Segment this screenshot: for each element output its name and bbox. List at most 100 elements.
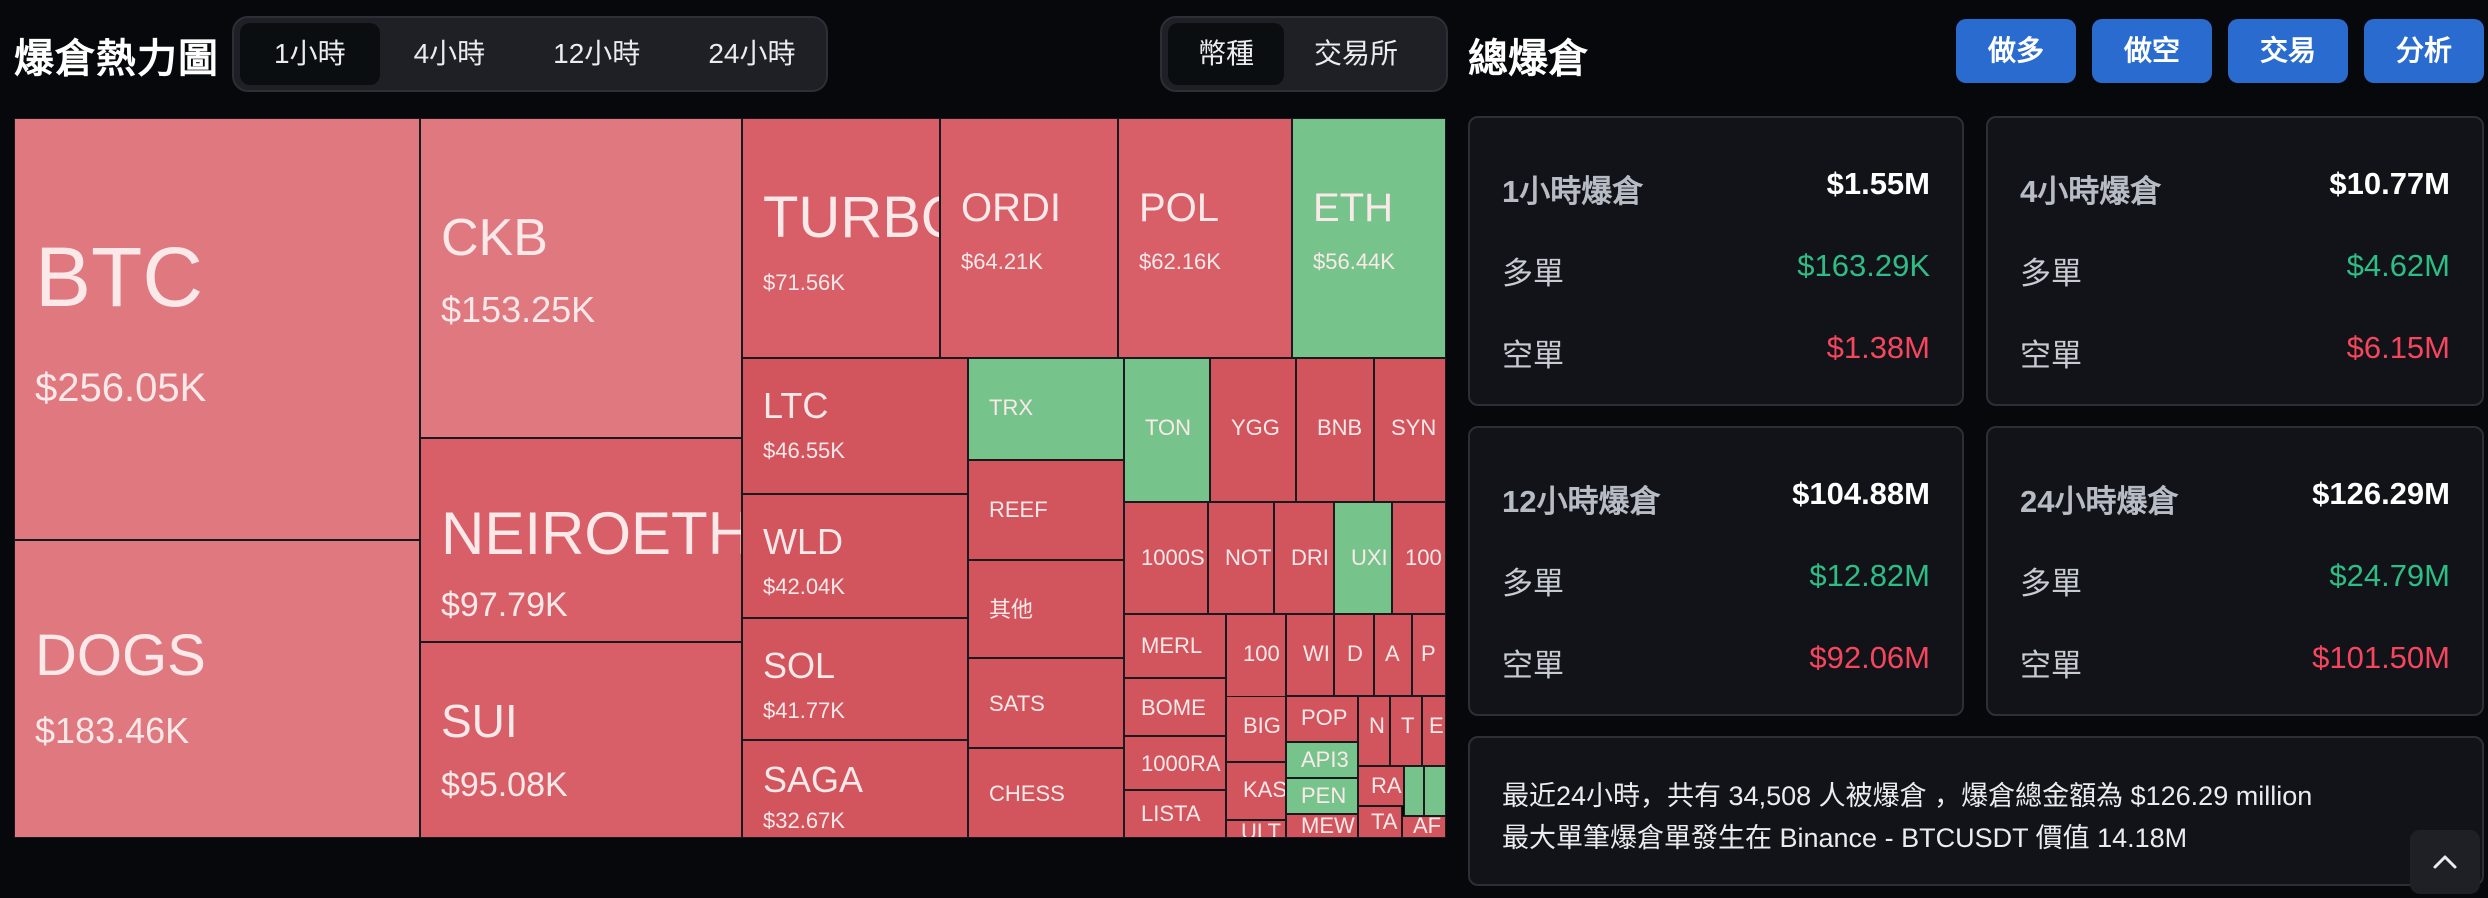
tile-symbol: CHESS: [989, 781, 1065, 806]
heatmap-tile[interactable]: E: [1422, 696, 1446, 766]
heatmap-tile[interactable]: BOME: [1124, 678, 1226, 736]
heatmap-tile[interactable]: ORDI $64.21K: [940, 118, 1118, 358]
trade-button[interactable]: 交易: [2228, 19, 2348, 83]
tab-coin[interactable]: 幣種: [1168, 23, 1285, 85]
tile-symbol: TRX: [989, 395, 1033, 420]
tile-symbol: BNB: [1317, 415, 1363, 440]
tab-24h[interactable]: 24小時: [708, 38, 796, 69]
short-amount: $92.06M: [1809, 640, 1930, 675]
heatmap-tile[interactable]: API3: [1286, 742, 1358, 778]
long-amount: $24.79M: [2329, 558, 2450, 593]
short-button[interactable]: 做空: [2092, 19, 2212, 83]
heatmap-tile[interactable]: D: [1334, 614, 1374, 696]
long-amount: $163.29K: [1797, 248, 1930, 283]
tile-amount: $71.56K: [763, 269, 845, 295]
heatmap-tile[interactable]: NOT: [1208, 502, 1274, 614]
heatmap-tile[interactable]: 100: [1392, 502, 1446, 614]
tab-4h[interactable]: 4小時: [413, 38, 486, 69]
stats-total: $126.29M: [2312, 476, 2450, 511]
heatmap-tile[interactable]: SATS: [968, 658, 1124, 748]
heatmap-tile[interactable]: AF: [1402, 816, 1446, 838]
analysis-button[interactable]: 分析: [2364, 19, 2484, 83]
tab-1h[interactable]: 1小時: [240, 23, 380, 85]
heatmap-tile[interactable]: WI: [1286, 614, 1334, 696]
tile-symbol: SYN: [1391, 415, 1437, 440]
liquidation-heatmap: BTC $256.05K DOGS $183.46K CKB $153.25K NEIROE…: [14, 118, 1446, 838]
short-label: 空單: [1502, 338, 1564, 373]
heatmap-tile[interactable]: CKB $153.25K: [420, 118, 742, 438]
tile-symbol: KAS: [1243, 777, 1286, 802]
heatmap-tile[interactable]: SUI $95.08K: [420, 642, 742, 838]
heatmap-tile[interactable]: P: [1412, 614, 1446, 696]
tile-symbol: T: [1401, 713, 1415, 738]
tile-symbol: RA: [1371, 773, 1402, 798]
heatmap-tile[interactable]: TRX: [968, 358, 1124, 460]
heatmap-tile[interactable]: LISTA: [1124, 790, 1226, 838]
heatmap-tile[interactable]: POL $62.16K: [1118, 118, 1292, 358]
heatmap-tile[interactable]: REEF: [968, 460, 1124, 560]
tile-symbol: LTC: [763, 385, 829, 426]
short-amount: $101.50M: [2312, 640, 2450, 675]
tile-amount: $97.79K: [441, 586, 568, 624]
heatmap-tile[interactable]: POP: [1286, 696, 1358, 742]
heatmap-tile[interactable]: SOL $41.77K: [742, 618, 968, 740]
heatmap-tile[interactable]: LTC $46.55K: [742, 358, 968, 494]
heatmap-tile[interactable]: UXI: [1334, 502, 1392, 614]
long-button[interactable]: 做多: [1956, 19, 2076, 83]
heatmap-tile[interactable]: BNB: [1296, 358, 1374, 502]
heatmap-tile[interactable]: 1000S: [1124, 502, 1208, 614]
heatmap-tile[interactable]: 其他: [968, 560, 1124, 658]
heatmap-tile[interactable]: MERL: [1124, 614, 1226, 678]
heatmap-tile[interactable]: NEIROETH $97.79K: [420, 438, 742, 642]
tile-symbol: ETH: [1313, 186, 1393, 230]
heatmap-tile[interactable]: RA: [1358, 766, 1404, 806]
heatmap-tile[interactable]: [1404, 766, 1424, 816]
heatmap-tile[interactable]: 1000RA: [1124, 736, 1226, 790]
tile-symbol: UXI: [1351, 545, 1388, 570]
heatmap-tile[interactable]: ETH $56.44K: [1292, 118, 1446, 358]
heatmap-tile[interactable]: BTC $256.05K: [14, 118, 420, 540]
tab-exchange[interactable]: 交易所: [1314, 38, 1399, 69]
scroll-top-button[interactable]: [2410, 830, 2480, 894]
heatmap-tile[interactable]: TON: [1124, 358, 1210, 502]
tile-symbol: ULT: [1241, 820, 1281, 838]
heatmap-tile[interactable]: YGG: [1210, 358, 1296, 502]
heatmap-tile[interactable]: TA: [1358, 806, 1402, 838]
tile-symbol: 其他: [989, 597, 1034, 622]
time-range-selector: 1小時 4小時 12小時 24小時: [232, 16, 828, 92]
tab-12h[interactable]: 12小時: [553, 38, 641, 69]
tile-symbol: PEN: [1301, 783, 1347, 808]
heatmap-tile[interactable]: T: [1390, 696, 1422, 766]
tile-symbol: P: [1421, 641, 1436, 666]
heatmap-tile[interactable]: N: [1358, 696, 1390, 766]
tile-symbol: BTC: [35, 230, 203, 324]
heatmap-tile[interactable]: WLD $42.04K: [742, 494, 968, 618]
page-title: 爆倉熱力圖: [14, 37, 219, 81]
tile-symbol: BOME: [1141, 695, 1206, 720]
tile-symbol: SUI: [441, 695, 518, 747]
heatmap-tile[interactable]: SYN: [1374, 358, 1446, 502]
short-label: 空單: [2020, 648, 2082, 683]
heatmap-tile[interactable]: PEN: [1286, 778, 1358, 814]
heatmap-tile[interactable]: TURBO $71.56K: [742, 118, 940, 358]
heatmap-tile[interactable]: ULT: [1226, 820, 1286, 838]
heatmap-tile[interactable]: A: [1374, 614, 1412, 696]
long-label: 多單: [1502, 566, 1564, 601]
tile-amount: $64.21K: [961, 249, 1043, 274]
summary-line-2: 最大單筆爆倉單發生在 Binance - BTCUSDT 價值 14.18M: [1502, 823, 2188, 853]
heatmap-tile[interactable]: CHESS: [968, 748, 1124, 838]
heatmap-tile[interactable]: DRI: [1274, 502, 1334, 614]
summary-card: 最近24小時，共有 34,508 人被爆倉 ，爆倉總金額為 $126.29 mi…: [1468, 736, 2484, 886]
tile-symbol: POL: [1139, 186, 1220, 230]
heatmap-tile[interactable]: BIG: [1226, 696, 1286, 762]
long-label: 多單: [2020, 566, 2082, 601]
heatmap-tile[interactable]: SAGA $32.67K: [742, 740, 968, 838]
heatmap-tile[interactable]: DOGS $183.46K: [14, 540, 420, 838]
heatmap-tile[interactable]: MEW: [1286, 814, 1358, 838]
long-label: 多單: [2020, 256, 2082, 291]
mode-selector: 幣種 交易所: [1160, 16, 1448, 92]
heatmap-tile[interactable]: [1424, 766, 1446, 816]
stats-card-12h: 12小時爆倉 $104.88M 多單 $12.82M 空單 $92.06M: [1468, 426, 1964, 716]
heatmap-tile[interactable]: KAS: [1226, 762, 1286, 820]
stats-total: $1.55M: [1826, 166, 1930, 201]
